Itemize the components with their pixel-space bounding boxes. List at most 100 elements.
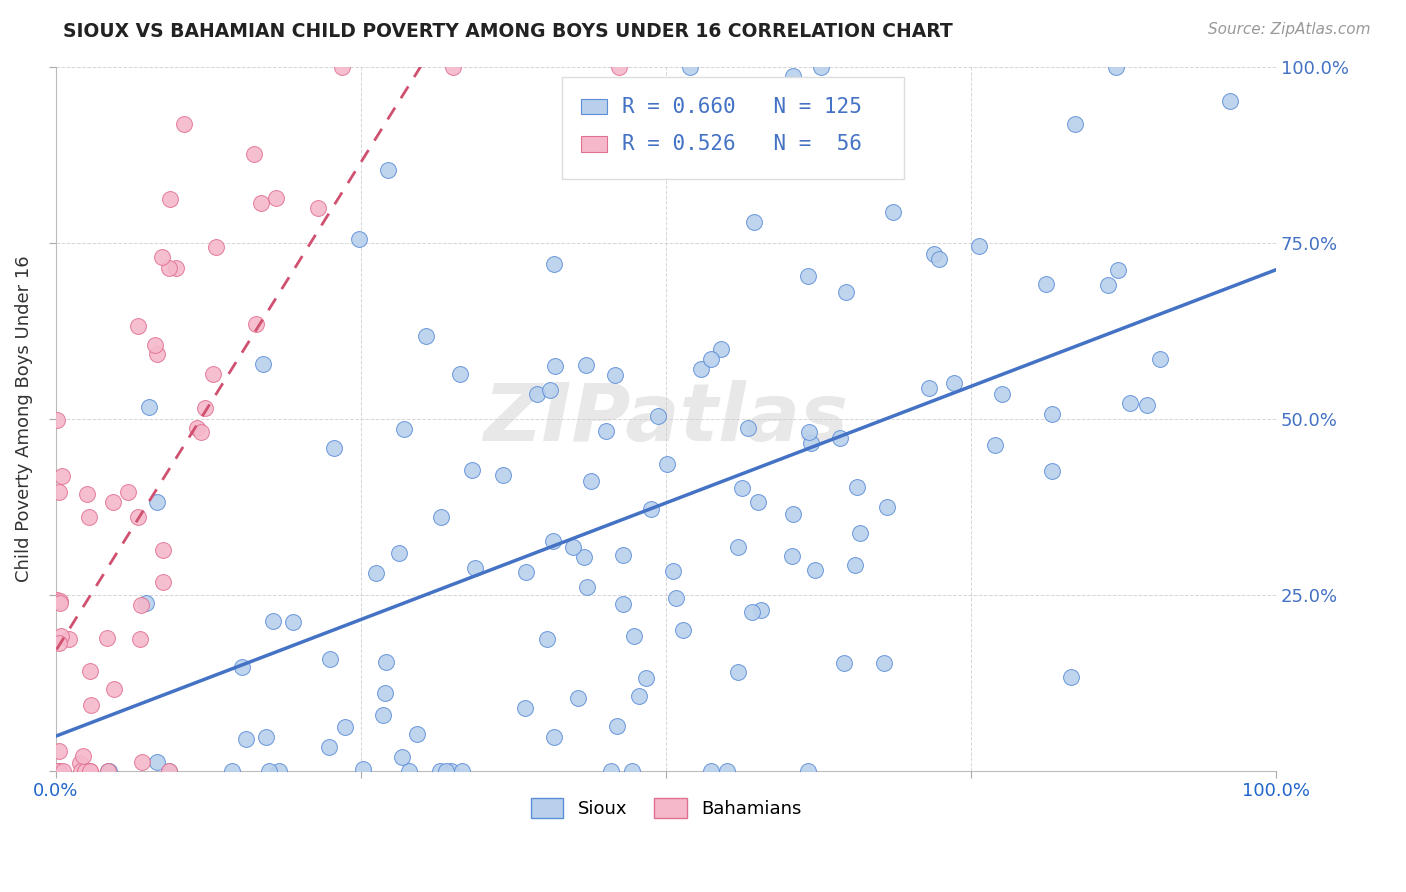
Point xyxy=(943,376,966,390)
Text: ZIPatlas: ZIPatlas xyxy=(484,380,848,458)
Point xyxy=(1097,278,1119,293)
Point xyxy=(77,510,100,524)
Point xyxy=(103,495,125,509)
Point xyxy=(1219,94,1241,108)
Point xyxy=(79,764,101,778)
Point xyxy=(173,117,195,131)
Point xyxy=(127,319,149,334)
Point xyxy=(575,580,598,594)
Point xyxy=(1035,277,1057,291)
Point xyxy=(48,764,70,778)
Point xyxy=(803,563,825,577)
Point xyxy=(58,632,80,647)
Point xyxy=(1040,464,1063,478)
Point xyxy=(374,655,396,669)
Point xyxy=(922,246,945,260)
Point xyxy=(536,632,558,646)
Point xyxy=(832,656,855,670)
Point xyxy=(689,362,711,376)
Point xyxy=(918,381,941,395)
Point xyxy=(492,467,515,482)
Point xyxy=(157,261,180,276)
Point xyxy=(575,358,598,372)
Point xyxy=(849,525,872,540)
Point xyxy=(449,367,471,381)
Point xyxy=(441,60,464,74)
Point xyxy=(749,603,772,617)
Point xyxy=(835,285,858,299)
Point xyxy=(221,764,243,778)
Point xyxy=(79,664,101,678)
Point xyxy=(780,549,803,563)
Point xyxy=(117,485,139,500)
Point xyxy=(254,730,277,744)
Point xyxy=(730,481,752,495)
Point xyxy=(128,632,150,646)
Point xyxy=(145,755,167,769)
Point xyxy=(391,750,413,764)
Point xyxy=(818,134,841,148)
Point xyxy=(541,534,564,549)
Point xyxy=(607,60,630,74)
Point xyxy=(373,708,395,723)
Point xyxy=(97,764,120,778)
Point xyxy=(1107,263,1129,277)
Point xyxy=(574,549,596,564)
Point xyxy=(129,599,152,613)
Point xyxy=(661,565,683,579)
Point xyxy=(799,425,821,439)
Point xyxy=(606,718,628,732)
Point xyxy=(204,240,226,254)
Point xyxy=(797,269,820,284)
Point xyxy=(72,748,94,763)
Point xyxy=(131,755,153,769)
Point xyxy=(69,756,91,770)
Point xyxy=(262,615,284,629)
Point xyxy=(872,656,894,670)
Point xyxy=(323,441,346,455)
Point xyxy=(984,437,1007,451)
Point xyxy=(1136,398,1159,412)
Point xyxy=(461,463,484,477)
Point xyxy=(434,764,457,778)
Point xyxy=(800,435,823,450)
Point xyxy=(388,546,411,560)
Point xyxy=(186,420,208,434)
Point xyxy=(515,565,537,579)
Point xyxy=(135,596,157,610)
Point xyxy=(96,631,118,645)
Point xyxy=(595,424,617,438)
Point xyxy=(882,205,904,219)
Point xyxy=(830,431,852,445)
Point xyxy=(406,727,429,741)
Point xyxy=(415,329,437,343)
Point xyxy=(429,764,451,778)
Point xyxy=(1149,352,1171,367)
Text: SIOUX VS BAHAMIAN CHILD POVERTY AMONG BOYS UNDER 16 CORRELATION CHART: SIOUX VS BAHAMIAN CHILD POVERTY AMONG BO… xyxy=(63,22,953,41)
Point xyxy=(98,764,121,778)
Point xyxy=(190,425,212,439)
Point xyxy=(700,764,723,778)
Point xyxy=(157,764,180,778)
Point xyxy=(250,196,273,211)
Point xyxy=(810,60,832,74)
Point xyxy=(193,401,215,416)
Point xyxy=(46,764,69,778)
Text: Source: ZipAtlas.com: Source: ZipAtlas.com xyxy=(1208,22,1371,37)
Point xyxy=(672,624,695,638)
Point xyxy=(526,387,548,401)
Point xyxy=(647,409,669,423)
Point xyxy=(76,487,98,501)
Point xyxy=(231,660,253,674)
Point xyxy=(876,500,898,514)
Point xyxy=(640,502,662,516)
Point xyxy=(48,484,70,499)
Point xyxy=(245,318,267,332)
Point xyxy=(145,337,167,351)
Point xyxy=(352,762,374,776)
Point xyxy=(52,764,75,778)
Point xyxy=(741,605,763,619)
Point xyxy=(235,731,257,746)
Point xyxy=(846,480,869,494)
Point xyxy=(844,558,866,572)
